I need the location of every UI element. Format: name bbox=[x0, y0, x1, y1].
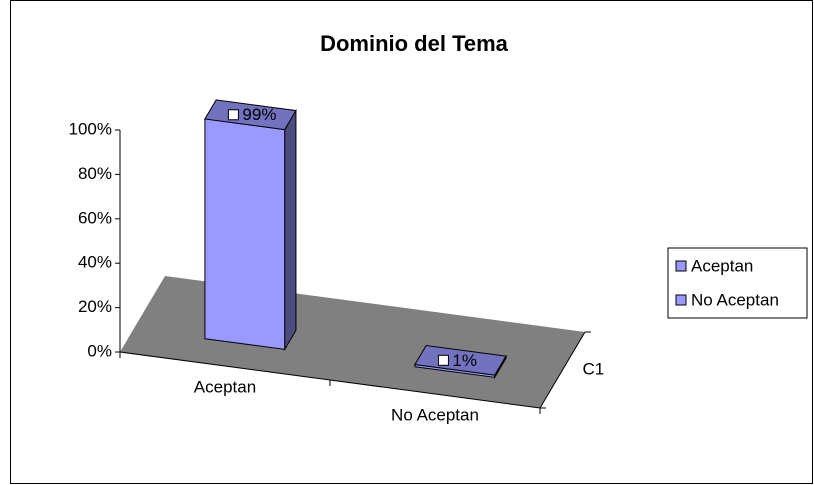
y-tick-label: 40% bbox=[78, 253, 112, 272]
legend-key bbox=[675, 260, 687, 272]
bar bbox=[204, 99, 297, 352]
bar-top bbox=[414, 344, 507, 376]
y-tick-label: 20% bbox=[78, 297, 112, 316]
legend bbox=[667, 247, 808, 319]
legend-label: No Aceptan bbox=[691, 290, 779, 309]
chart-frame bbox=[10, 0, 813, 484]
y-tick-label: 80% bbox=[78, 164, 112, 183]
x-tick-label: No Aceptan bbox=[391, 405, 479, 424]
chart-title: Dominio del Tema bbox=[320, 31, 509, 56]
y-tick-label: 0% bbox=[87, 341, 112, 360]
depth-axis bbox=[539, 331, 586, 409]
value-label: 99% bbox=[242, 105, 276, 124]
bar-front bbox=[204, 118, 286, 350]
y-tick-label: 60% bbox=[78, 208, 112, 227]
value-label-key bbox=[227, 109, 239, 121]
x-tick-label: Aceptan bbox=[194, 377, 256, 396]
depth-label: C1 bbox=[583, 359, 605, 378]
bar-side bbox=[284, 108, 297, 352]
value-label-key bbox=[437, 354, 449, 366]
value-label: 1% bbox=[452, 351, 477, 370]
legend-label: Aceptan bbox=[691, 256, 753, 275]
y-tick-label: 100% bbox=[69, 119, 112, 138]
legend-key bbox=[675, 294, 687, 306]
bar-top bbox=[204, 99, 297, 131]
bar bbox=[414, 344, 507, 380]
